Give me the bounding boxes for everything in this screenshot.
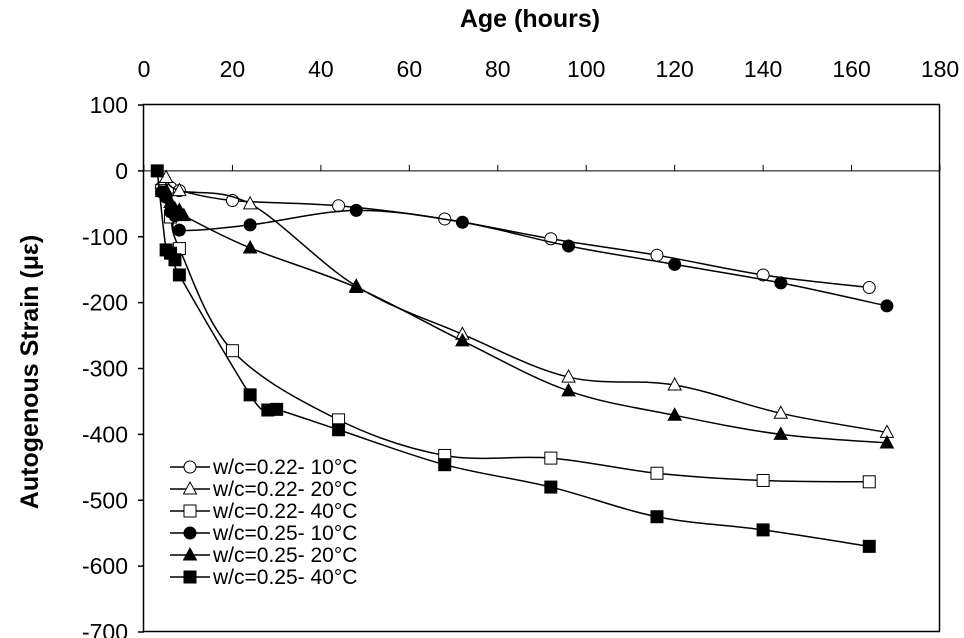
data-point	[242, 195, 258, 210]
y-tick-label: 0	[115, 158, 128, 184]
data-point	[774, 276, 788, 290]
y-axis-tick-marks	[138, 104, 144, 633]
series-3	[155, 184, 876, 489]
y-tick-label: -200	[82, 290, 128, 316]
legend-label: w/c=0.25- 40°C	[212, 566, 357, 589]
legend-marker	[182, 480, 198, 495]
legend-item: w/c=0.25- 40°C	[170, 566, 357, 589]
data-point	[243, 388, 257, 402]
y-axis-title: Autogenous Strain (με)	[16, 235, 44, 509]
data-point	[243, 218, 257, 232]
data-point	[438, 458, 452, 472]
x-tick-label: 40	[308, 56, 334, 82]
data-point	[225, 344, 239, 358]
legend-marker	[183, 570, 197, 584]
series-layer	[150, 164, 895, 553]
data-point	[862, 280, 876, 294]
data-point	[150, 164, 164, 178]
legend-marker	[183, 526, 197, 540]
data-point	[455, 215, 469, 229]
data-point	[172, 182, 187, 197]
data-point	[349, 203, 363, 217]
x-tick-label: 20	[220, 56, 246, 82]
data-point	[544, 451, 558, 465]
y-tick-labels: 100 0 -100 -200 -300 -400 -500 -600 -700	[82, 92, 128, 638]
series-2	[158, 169, 895, 438]
data-point	[862, 539, 876, 553]
y-tick-label: 100	[90, 92, 128, 118]
series-line	[161, 191, 888, 307]
legend-label: w/c=0.22- 20°C	[212, 478, 357, 501]
legend-marker	[183, 460, 197, 474]
data-point	[667, 407, 683, 421]
data-point	[667, 376, 683, 391]
data-point	[650, 248, 664, 262]
data-point	[332, 199, 346, 213]
data-point	[773, 405, 789, 419]
data-point	[756, 268, 770, 282]
data-point	[172, 268, 186, 282]
x-tick-label: 100	[567, 56, 605, 82]
x-tick-label: 160	[832, 56, 870, 82]
legend-label: w/c=0.22- 40°C	[212, 500, 357, 523]
x-tick-label: 140	[744, 56, 782, 82]
legend-item: w/c=0.25- 10°C	[170, 522, 357, 545]
data-point	[176, 207, 192, 222]
legend-marker	[183, 504, 197, 518]
data-point	[862, 475, 876, 489]
data-point	[880, 299, 894, 313]
data-point	[879, 434, 895, 449]
data-point	[650, 466, 664, 480]
data-point	[455, 332, 470, 347]
legend-item: w/c=0.22- 20°C	[170, 478, 357, 501]
x-tick-label: 0	[138, 56, 151, 82]
data-point	[668, 257, 682, 271]
legend: w/c=0.22- 10°Cw/c=0.22- 20°Cw/c=0.22- 40…	[170, 456, 357, 589]
series-6	[150, 164, 876, 553]
data-point	[561, 369, 576, 383]
data-point	[773, 426, 789, 440]
series-4	[155, 185, 894, 313]
x-tick-label: 60	[397, 56, 423, 82]
x-tick-label: 120	[655, 56, 693, 82]
y-tick-label: -500	[82, 487, 128, 513]
data-point	[270, 402, 284, 416]
data-point	[756, 523, 770, 537]
data-point	[562, 239, 576, 253]
data-point	[172, 223, 186, 237]
data-point	[168, 253, 182, 267]
data-point	[158, 182, 174, 197]
legend-item: w/c=0.25- 20°C	[170, 544, 357, 567]
y-tick-label: -400	[82, 421, 128, 447]
data-point	[561, 382, 576, 397]
series-5	[158, 182, 895, 449]
data-point	[756, 473, 770, 487]
y-tick-label: -700	[82, 619, 128, 638]
y-tick-label: -300	[82, 356, 128, 382]
series-1	[155, 180, 876, 294]
x-tick-label: 180	[921, 56, 959, 82]
x-axis-tick-marks	[143, 164, 941, 171]
y-tick-label: -600	[82, 553, 128, 579]
series-line	[165, 176, 888, 434]
data-point	[242, 239, 258, 254]
x-axis-title: Age (hours)	[460, 5, 600, 33]
data-point	[544, 480, 558, 494]
legend-item: w/c=0.22- 10°C	[170, 456, 357, 479]
data-point	[650, 510, 664, 524]
legend-item: w/c=0.22- 40°C	[170, 500, 357, 523]
data-point	[348, 279, 364, 293]
legend-label: w/c=0.22- 10°C	[212, 456, 357, 479]
x-tick-labels: 0 20 40 60 80 100 120 140 160 180	[138, 56, 960, 82]
data-point	[332, 423, 346, 437]
x-tick-label: 80	[485, 56, 511, 82]
legend-label: w/c=0.25- 10°C	[212, 522, 357, 545]
y-tick-label: -100	[82, 224, 128, 250]
legend-label: w/c=0.25- 20°C	[212, 544, 357, 567]
legend-marker	[182, 546, 198, 561]
